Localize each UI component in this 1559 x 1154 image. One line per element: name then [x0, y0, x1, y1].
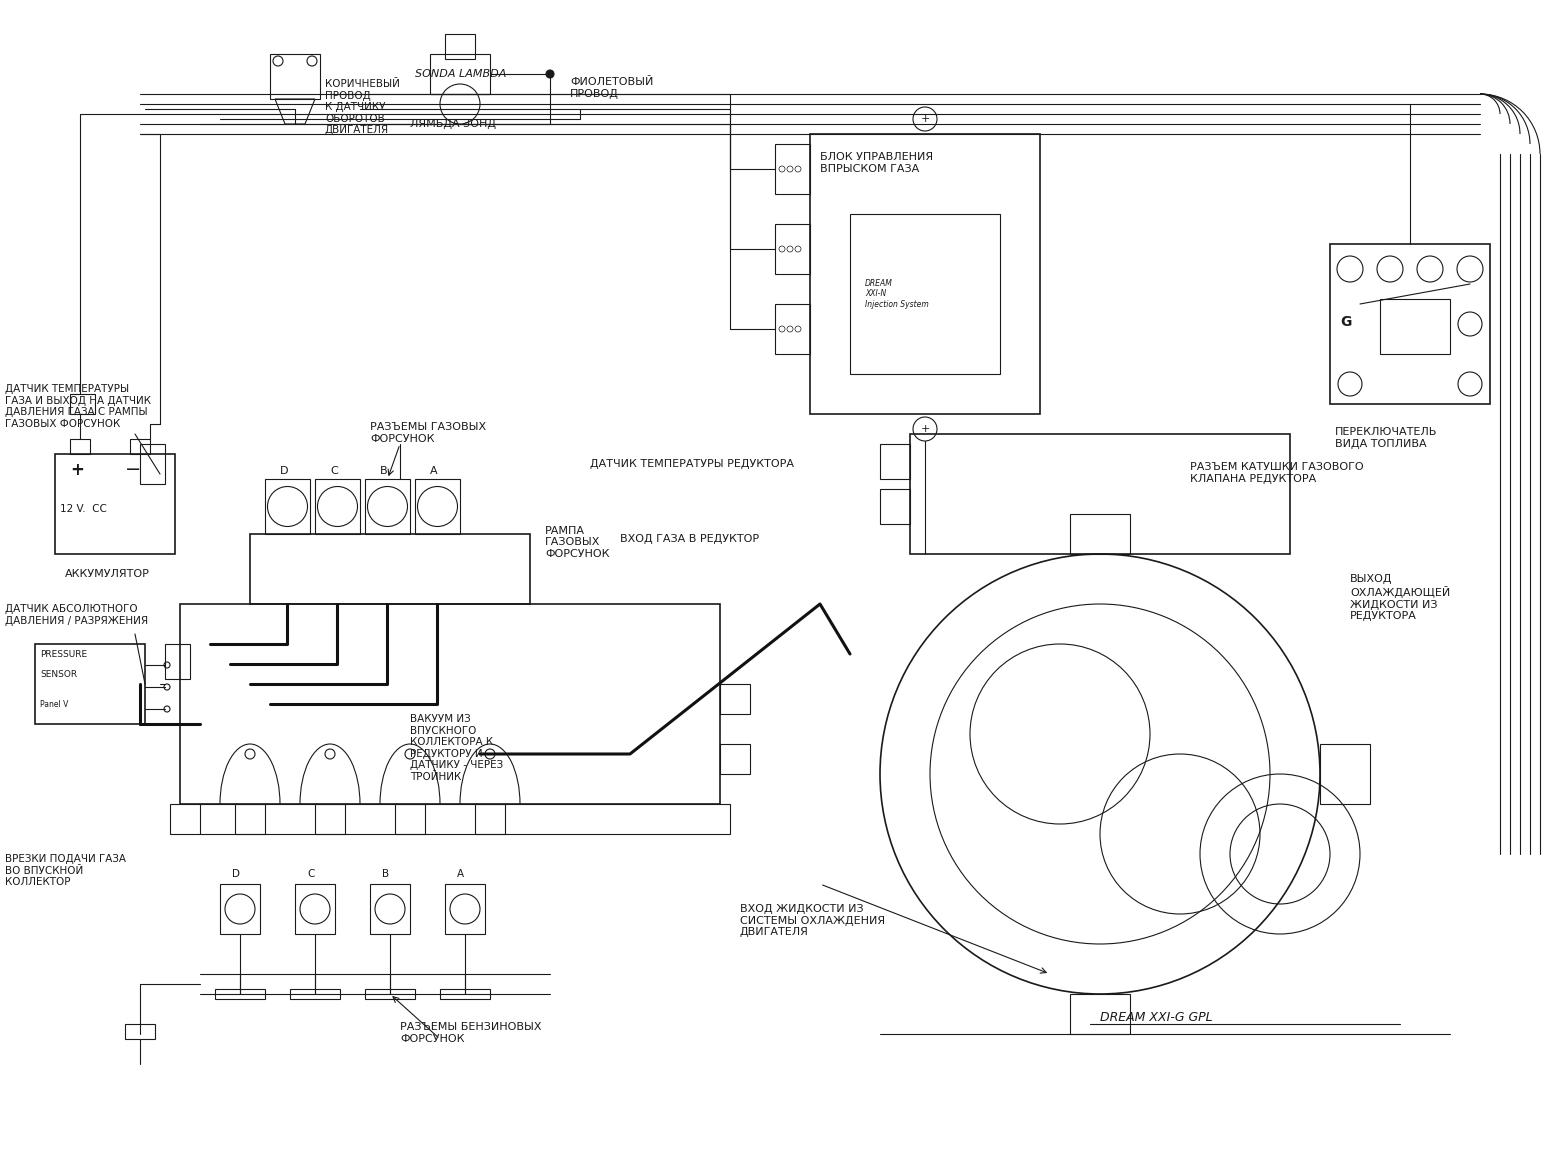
Bar	[70, 394, 95, 414]
Bar	[365, 479, 410, 534]
Text: ВРЕЗКИ ПОДАЧИ ГАЗА
ВО ВПУСКНОЙ
КОЛЛЕКТОР: ВРЕЗКИ ПОДАЧИ ГАЗА ВО ВПУСКНОЙ КОЛЛЕКТОР	[5, 854, 126, 887]
Text: ДАТЧИК ТЕМПЕРАТУРЫ
ГАЗА И ВЫХОД НА ДАТЧИК
ДАВЛЕНИЯ ГАЗА С РАМПЫ
ГАЗОВЫХ ФОРСУНОК: ДАТЧИК ТЕМПЕРАТУРЫ ГАЗА И ВЫХОД НА ДАТЧИ…	[5, 384, 151, 429]
Text: G: G	[1341, 315, 1352, 329]
Bar	[879, 489, 910, 524]
Text: ПЕРЕКЛЮЧАТЕЛЬ
ВИДА ТОПЛИВА: ПЕРЕКЛЮЧАТЕЛЬ ВИДА ТОПЛИВА	[1335, 427, 1437, 449]
Text: −: −	[125, 460, 142, 479]
Text: +: +	[920, 114, 929, 123]
Bar	[125, 1024, 154, 1039]
Bar	[1320, 744, 1370, 804]
Text: ВХОД ЖИДКОСТИ ИЗ
СИСТЕМЫ ОХЛАЖДЕНИЯ
ДВИГАТЕЛЯ: ВХОД ЖИДКОСТИ ИЗ СИСТЕМЫ ОХЛАЖДЕНИЯ ДВИГ…	[741, 904, 886, 937]
Bar	[444, 33, 475, 59]
Bar	[220, 884, 260, 934]
Text: 12 V.  CC: 12 V. CC	[59, 504, 108, 514]
Text: DREAM
XXI-N
Injection System: DREAM XXI-N Injection System	[865, 279, 929, 309]
Bar	[394, 804, 426, 834]
Text: C: C	[307, 869, 315, 879]
Bar	[140, 444, 165, 484]
Text: B: B	[380, 466, 388, 475]
Bar	[415, 479, 460, 534]
Bar	[315, 479, 360, 534]
Bar	[775, 304, 811, 354]
Text: D: D	[232, 869, 240, 879]
Bar	[265, 479, 310, 534]
Bar	[70, 439, 90, 454]
Bar	[55, 454, 175, 554]
Circle shape	[546, 70, 553, 78]
Bar	[270, 54, 320, 99]
Bar	[910, 434, 1289, 554]
Bar	[879, 444, 910, 479]
Text: Panel V: Panel V	[41, 700, 69, 709]
Text: БЛОК УПРАВЛЕНИЯ
ВПРЫСКОМ ГАЗА: БЛОК УПРАВЛЕНИЯ ВПРЫСКОМ ГАЗА	[820, 152, 934, 174]
Text: +: +	[70, 460, 84, 479]
Bar	[215, 989, 265, 999]
Bar	[775, 144, 811, 194]
Text: ВХОД ГАЗА В РЕДУКТОР: ВХОД ГАЗА В РЕДУКТОР	[620, 534, 759, 544]
Bar	[440, 989, 490, 999]
Text: +: +	[920, 424, 929, 434]
Text: РАЗЪЕМЫ ГАЗОВЫХ
ФОРСУНОК: РАЗЪЕМЫ ГАЗОВЫХ ФОРСУНОК	[369, 422, 486, 444]
Bar	[235, 804, 265, 834]
Bar	[430, 54, 490, 93]
Bar	[179, 604, 720, 804]
Text: РАЗЪЕМ КАТУШКИ ГАЗОВОГО
КЛАПАНА РЕДУКТОРА: РАЗЪЕМ КАТУШКИ ГАЗОВОГО КЛАПАНА РЕДУКТОР…	[1190, 463, 1364, 484]
Text: ФИОЛЕТОВЫЙ
ПРОВОД: ФИОЛЕТОВЫЙ ПРОВОД	[571, 77, 653, 99]
Bar	[1330, 243, 1490, 404]
Bar	[249, 534, 530, 604]
Text: SONDA LAMBDA: SONDA LAMBDA	[415, 69, 507, 78]
Bar	[720, 744, 750, 774]
Bar	[295, 884, 335, 934]
Text: D: D	[281, 466, 288, 475]
Text: РАЗЪЕМЫ БЕНЗИНОВЫХ
ФОРСУНОК: РАЗЪЕМЫ БЕНЗИНОВЫХ ФОРСУНОК	[401, 1022, 541, 1044]
Bar	[129, 439, 150, 454]
Bar	[720, 684, 750, 714]
Bar	[1069, 994, 1130, 1034]
Text: C: C	[331, 466, 338, 475]
Bar	[850, 213, 999, 374]
Bar	[34, 644, 145, 724]
Text: A: A	[430, 466, 438, 475]
Bar	[811, 134, 1040, 414]
Bar	[475, 804, 505, 834]
Text: КОРИЧНЕВЫЙ
ПРОВОД
К ДАТЧИКУ
ОБОРОТОВ
ДВИГАТЕЛЯ: КОРИЧНЕВЫЙ ПРОВОД К ДАТЧИКУ ОБОРОТОВ ДВИ…	[324, 78, 399, 135]
Text: РАМПА
ГАЗОВЫХ
ФОРСУНОК: РАМПА ГАЗОВЫХ ФОРСУНОК	[546, 526, 610, 559]
Bar	[369, 884, 410, 934]
Text: ЛЯМБДА ЗОНД: ЛЯМБДА ЗОНД	[410, 119, 496, 129]
Bar	[1069, 514, 1130, 554]
Text: ВАКУУМ ИЗ
ВПУСКНОГО
КОЛЛЕКТОРА К
РЕДУКТОРУ И
ДАТЧИКУ - ЧЕРЕЗ
ТРОЙНИК: ВАКУУМ ИЗ ВПУСКНОГО КОЛЛЕКТОРА К РЕДУКТО…	[410, 714, 504, 782]
Bar	[1380, 299, 1450, 354]
Bar	[315, 804, 345, 834]
Text: A: A	[457, 869, 465, 879]
Text: SENSOR: SENSOR	[41, 670, 76, 679]
Bar	[165, 644, 190, 679]
Bar	[170, 804, 730, 834]
Text: ДАТЧИК ТЕМПЕРАТУРЫ РЕДУКТОРА: ДАТЧИК ТЕМПЕРАТУРЫ РЕДУКТОРА	[589, 459, 794, 469]
Text: DREAM XXI-G GPL: DREAM XXI-G GPL	[1101, 1011, 1213, 1024]
Bar	[365, 989, 415, 999]
Text: АККУМУЛЯТОР: АККУМУЛЯТОР	[65, 569, 150, 579]
Text: PRESSURE: PRESSURE	[41, 650, 87, 659]
Text: B: B	[382, 869, 390, 879]
Bar	[444, 884, 485, 934]
Text: ВЫХОД
ОХЛАЖДАЮЩЕЙ
ЖИДКОСТИ ИЗ
РЕДУКТОРА: ВЫХОД ОХЛАЖДАЮЩЕЙ ЖИДКОСТИ ИЗ РЕДУКТОРА	[1350, 574, 1450, 621]
Text: ДАТЧИК АБСОЛЮТНОГО
ДАВЛЕНИЯ / РАЗРЯЖЕНИЯ: ДАТЧИК АБСОЛЮТНОГО ДАВЛЕНИЯ / РАЗРЯЖЕНИЯ	[5, 604, 148, 625]
Bar	[775, 224, 811, 273]
Bar	[290, 989, 340, 999]
